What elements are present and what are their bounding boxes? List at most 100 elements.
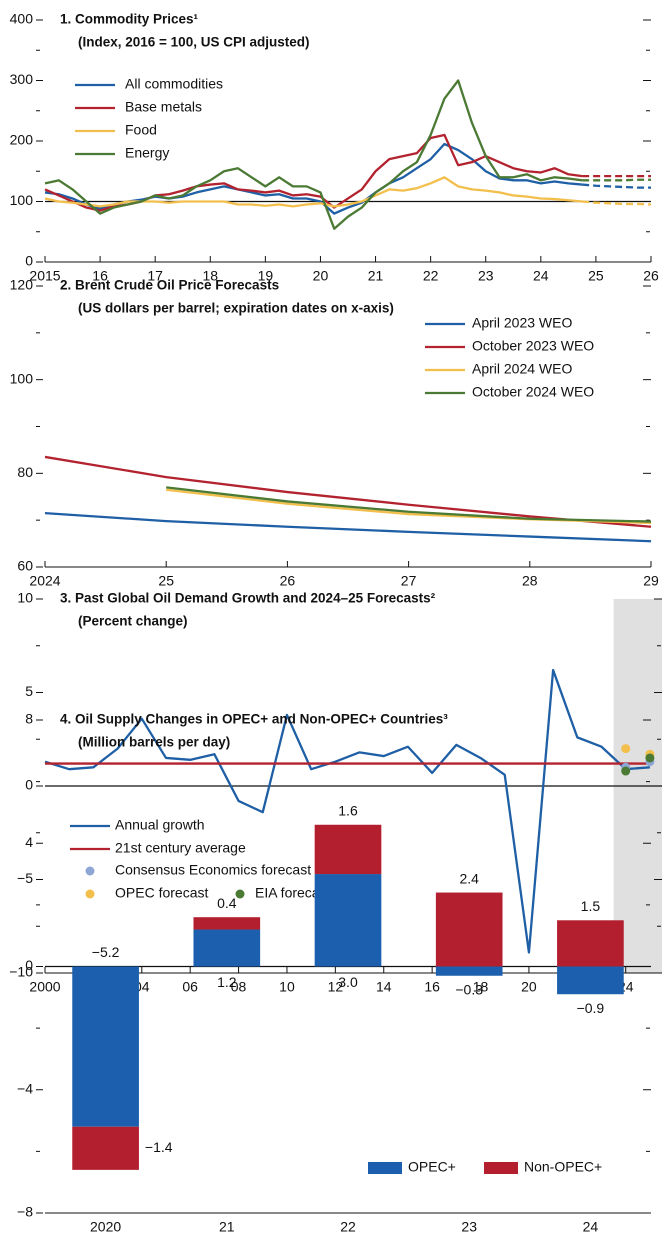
legend-label: Food xyxy=(125,122,157,138)
x-tick-label: 08 xyxy=(231,979,247,995)
legend-marker xyxy=(484,1162,518,1174)
x-tick-label: 23 xyxy=(461,1219,477,1235)
series-line xyxy=(44,455,652,528)
bar-segment xyxy=(193,917,261,930)
chart-title: 1. Commodity Prices¹ xyxy=(60,12,199,27)
x-tick-label: 10 xyxy=(279,979,295,995)
y-tick-label: 80 xyxy=(17,464,33,480)
x-tick-label: 21 xyxy=(219,1219,235,1235)
series-line xyxy=(166,486,652,523)
legend-label: EIA forecast xyxy=(255,885,331,901)
x-tick-label: 2020 xyxy=(90,1219,121,1235)
bar-segment xyxy=(314,874,382,967)
chart-title: 3. Past Global Oil Demand Growth and 202… xyxy=(60,591,436,606)
y-tick-label: 5 xyxy=(25,683,33,699)
legend-marker xyxy=(85,866,95,876)
y-tick-label: 0 xyxy=(25,253,33,269)
value-label: 3.0 xyxy=(338,974,358,990)
value-label: 0.4 xyxy=(217,895,237,911)
x-tick-label: 23 xyxy=(478,268,494,284)
chart-subtitle: (Million barrels per day) xyxy=(78,735,230,750)
y-tick-label: 120 xyxy=(10,277,34,293)
x-tick-label: 26 xyxy=(280,573,296,589)
series-line xyxy=(44,668,650,954)
x-tick-label: 16 xyxy=(424,979,440,995)
y-tick-label: −10 xyxy=(9,964,33,980)
chart-subtitle: (US dollars per barrel; expiration dates… xyxy=(78,301,394,316)
legend-label: April 2024 WEO xyxy=(472,361,572,377)
x-tick-label: 27 xyxy=(401,573,417,589)
bar-segment xyxy=(435,966,503,976)
legend-label: OPEC+ xyxy=(408,1159,456,1175)
value-label: −0.3 xyxy=(455,981,483,997)
y-tick-label: 200 xyxy=(10,132,34,148)
y-tick-label: −4 xyxy=(17,1080,33,1096)
forecast-line xyxy=(582,178,651,182)
chart-title: 2. Brent Crude Oil Price Forecasts xyxy=(60,278,279,293)
x-tick-label: 2024 xyxy=(29,573,60,589)
y-tick-label: 300 xyxy=(10,71,34,87)
y-tick-label: −5 xyxy=(17,870,33,886)
forecast-line xyxy=(582,200,652,206)
series-line xyxy=(44,176,583,208)
legend-label: Energy xyxy=(125,145,169,161)
y-tick-label: 400 xyxy=(10,11,34,27)
x-tick-label: 25 xyxy=(588,268,604,284)
legend-label: OPEC forecast xyxy=(115,885,208,901)
chart-subtitle: (Percent change) xyxy=(78,614,188,629)
legend-label: Non-OPEC+ xyxy=(524,1159,602,1175)
forecast-line xyxy=(582,183,651,189)
x-tick-label: 28 xyxy=(522,573,538,589)
bar-segment xyxy=(557,920,624,967)
forecast-point xyxy=(621,766,631,776)
chart-subtitle: (Index, 2016 = 100, US CPI adjusted) xyxy=(78,35,309,50)
legend-label: 21st century average xyxy=(115,840,246,856)
legend-marker xyxy=(85,889,95,899)
value-label: 1.5 xyxy=(581,898,601,914)
x-tick-label: 24 xyxy=(583,1219,599,1235)
forecast-point xyxy=(645,753,655,763)
x-tick-label: 16 xyxy=(92,268,108,284)
x-tick-label: 14 xyxy=(376,979,392,995)
x-tick-label: 25 xyxy=(158,573,174,589)
bar-segment xyxy=(193,929,261,967)
y-tick-label: −8 xyxy=(17,1204,33,1220)
y-tick-label: 100 xyxy=(10,192,34,208)
x-tick-label: 21 xyxy=(368,268,384,284)
y-tick-label: 0 xyxy=(25,777,33,793)
x-tick-label: 2000 xyxy=(29,979,60,995)
x-tick-label: 29 xyxy=(643,573,659,589)
x-tick-label: 17 xyxy=(147,268,163,284)
value-label: 1.2 xyxy=(217,974,237,990)
legend-label: October 2024 WEO xyxy=(472,384,594,400)
bar-segment xyxy=(72,1126,139,1170)
legend-label: Annual growth xyxy=(115,817,205,833)
value-label: −5.2 xyxy=(92,944,120,960)
value-label: 2.4 xyxy=(459,870,479,886)
legend-label: All commodities xyxy=(125,76,223,92)
series-line xyxy=(44,79,583,230)
chart-title: 4. Oil Supply Changes in OPEC+ and Non-O… xyxy=(60,712,448,727)
x-tick-label: 2015 xyxy=(29,268,60,284)
legend-label: Base metals xyxy=(125,99,202,115)
series-line xyxy=(44,511,652,543)
bar-segment xyxy=(557,966,624,995)
x-tick-label: 24 xyxy=(533,268,549,284)
legend-marker xyxy=(368,1162,402,1174)
value-label: 1.6 xyxy=(338,802,358,818)
x-tick-label: 22 xyxy=(423,268,439,284)
value-label: −1.4 xyxy=(145,1139,173,1155)
legend-label: October 2023 WEO xyxy=(472,338,594,354)
bar-segment xyxy=(435,892,503,967)
x-tick-label: 18 xyxy=(202,268,218,284)
value-label: −0.9 xyxy=(577,1000,605,1016)
x-tick-label: 19 xyxy=(258,268,274,284)
y-tick-label: 100 xyxy=(10,370,34,386)
x-tick-label: 20 xyxy=(521,979,537,995)
x-tick-label: 06 xyxy=(182,979,198,995)
x-tick-label: 18 xyxy=(473,979,489,995)
bar-segment xyxy=(72,966,139,1127)
x-tick-label: 20 xyxy=(313,268,329,284)
y-tick-label: 60 xyxy=(17,558,33,574)
